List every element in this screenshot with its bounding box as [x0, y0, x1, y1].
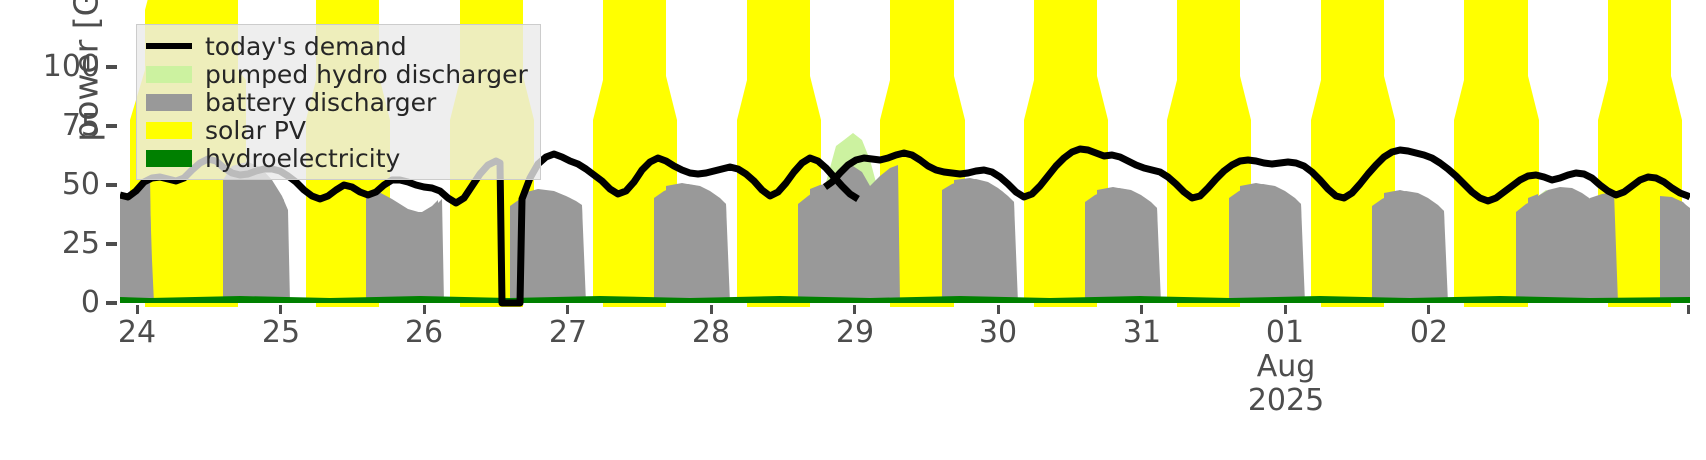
x-tick-label-28: 28 [691, 315, 731, 350]
series-battery-discharger [120, 162, 1690, 303]
y-tick-mark-0 [106, 301, 117, 305]
legend-swatch-line-icon [146, 43, 192, 49]
y-tick-label-0: 0 [80, 285, 100, 320]
x-tick-mark-31 [1140, 305, 1143, 314]
x-axis-minor-label: Aug 2025 [1186, 350, 1386, 417]
legend-item-todays-demand: today's demand [146, 32, 528, 60]
x-tick-label-31: 31 [1122, 315, 1162, 350]
x-tick-label-29: 29 [835, 315, 875, 350]
x-tick-mark-24 [136, 305, 139, 314]
legend-label-pumped-hydro-discharger: pumped hydro discharger [205, 59, 528, 89]
legend-item-battery-discharger: battery discharger [146, 88, 528, 116]
legend-swatch-patch-icon [146, 65, 192, 83]
x-tick-mark-01 [1284, 305, 1287, 314]
x-tick-mark-26 [423, 305, 426, 314]
chart-legend: today's demand pumped hydro discharger b… [136, 24, 541, 180]
legend-swatch-patch-icon [146, 149, 192, 167]
y-tick-mark-50 [106, 183, 117, 187]
x-tick-mark-28 [710, 305, 713, 314]
y-tick-label-75: 75 [61, 108, 100, 143]
x-tick-mark-29 [853, 305, 856, 314]
x-tick-mark-25 [279, 305, 282, 314]
y-tick-mark-75 [106, 124, 117, 128]
x-tick-label-25: 25 [261, 315, 301, 350]
legend-label-battery-discharger: battery discharger [205, 87, 437, 117]
x-tick-label-26: 26 [404, 315, 444, 350]
x-tick-label-27: 27 [548, 315, 588, 350]
x-tick-label-02: 02 [1409, 315, 1449, 350]
legend-label-solar-pv: solar PV [205, 115, 306, 145]
legend-item-solar-pv: solar PV [146, 116, 528, 144]
x-minor-year: 2025 [1247, 382, 1325, 418]
y-tick-label-25: 25 [61, 226, 100, 261]
x-tick-mark-30 [997, 305, 1000, 314]
x-tick-mark-02 [1427, 305, 1430, 314]
legend-label-todays-demand: today's demand [205, 31, 407, 61]
legend-label-hydroelectricity: hydroelectricity [205, 143, 401, 173]
x-tick-mark-end [1687, 305, 1690, 314]
legend-item-pumped-hydro-discharger: pumped hydro discharger [146, 60, 528, 88]
y-tick-mark-100 [106, 65, 117, 69]
legend-swatch-patch-icon [146, 93, 192, 111]
x-minor-month: Aug [1256, 349, 1316, 384]
y-tick-mark-25 [106, 242, 117, 246]
x-tick-label-30: 30 [978, 315, 1018, 350]
x-tick-mark-27 [566, 305, 569, 314]
legend-item-hydroelectricity: hydroelectricity [146, 144, 528, 172]
y-tick-label-50: 50 [61, 167, 100, 202]
series-todays-demand-right [822, 145, 1690, 205]
x-tick-label-01: 01 [1265, 315, 1305, 350]
x-tick-label-24: 24 [117, 315, 157, 350]
legend-swatch-patch-icon [146, 121, 192, 139]
y-tick-label-100: 100 [42, 49, 100, 84]
y-axis-title: power [GW] [66, 0, 106, 142]
